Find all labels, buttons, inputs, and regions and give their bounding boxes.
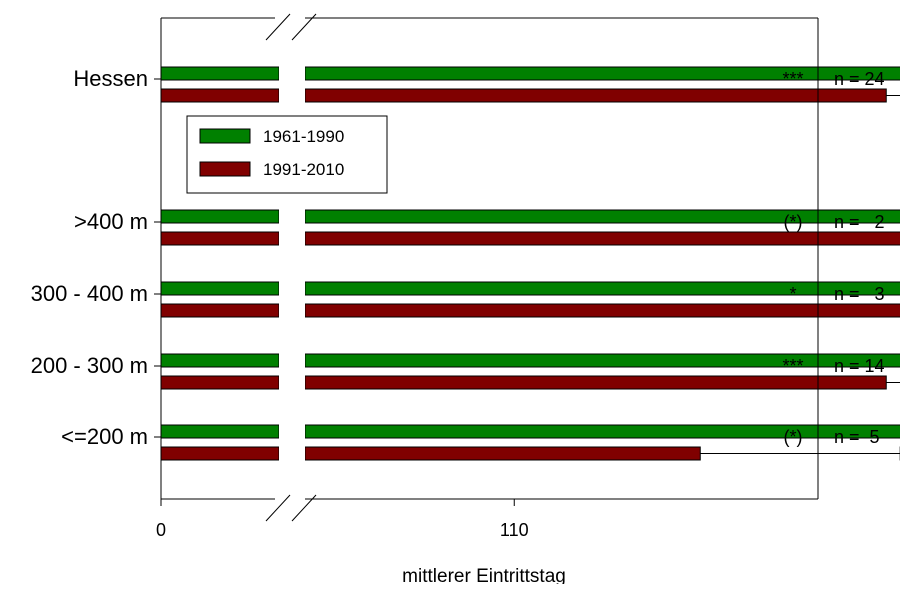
bar [304,446,701,461]
bar-segment [160,303,280,318]
significance-label: *** [782,356,803,376]
axis-break-layer [265,13,317,522]
category-label: Hessen [73,66,148,91]
bar [304,424,900,439]
bar-segment [160,209,280,224]
legend-swatch [199,128,251,144]
bar [304,353,900,368]
bar [304,303,900,318]
bar [304,209,900,224]
bar-segment [160,375,280,390]
bar-segment [160,446,280,461]
bar [304,231,900,246]
legend: 1961-1990 1991-2010 [186,115,388,194]
axis-break-mark [265,13,291,41]
significance-label: * [789,284,796,304]
significance-label: (*) [784,212,803,232]
n-label: n = 5 [834,427,880,447]
bar [304,66,900,81]
n-label: n = 14 [834,356,885,376]
category-labels-layer: Hessen >400 m 300 - 400 m 200 - 300 m <=200 … [31,66,161,449]
axis-break-gap [279,17,305,501]
legend-box [186,115,388,194]
x-tick-label: 0 [156,520,166,540]
significance-label: (*) [784,427,803,447]
bars-layer [160,66,900,461]
bar-segment [160,88,280,103]
n-label: n = 2 [834,212,885,232]
bar-segment [160,231,280,246]
bar-segment [160,281,280,296]
annotations-layer: ***(*)****(*)n = 24n = 2n = 3n = 14n = 5 [782,69,884,447]
legend-label: 1991-2010 [263,160,344,179]
legend-label: 1961-1990 [263,127,344,146]
n-label: n = 24 [834,69,885,89]
bar [304,375,887,390]
x-axis-layer: 0110120130140 [156,499,529,540]
category-label: <=200 m [61,424,148,449]
axis-break-mark [265,494,291,522]
category-label: 300 - 400 m [31,281,148,306]
bar-segment [160,353,280,368]
bar-segment [160,66,280,81]
x-axis-title: mittlerer Eintrittstag [402,566,566,584]
bar [304,88,887,103]
plot-frame-layer [160,17,819,500]
significance-label: *** [782,69,803,89]
x-tick-label: 110 [500,520,529,540]
legend-swatch [199,161,251,177]
bar [304,281,900,296]
n-label: n = 3 [834,284,885,304]
bar-segment [160,424,280,439]
category-label: 200 - 300 m [31,353,148,378]
category-label: >400 m [74,209,148,234]
